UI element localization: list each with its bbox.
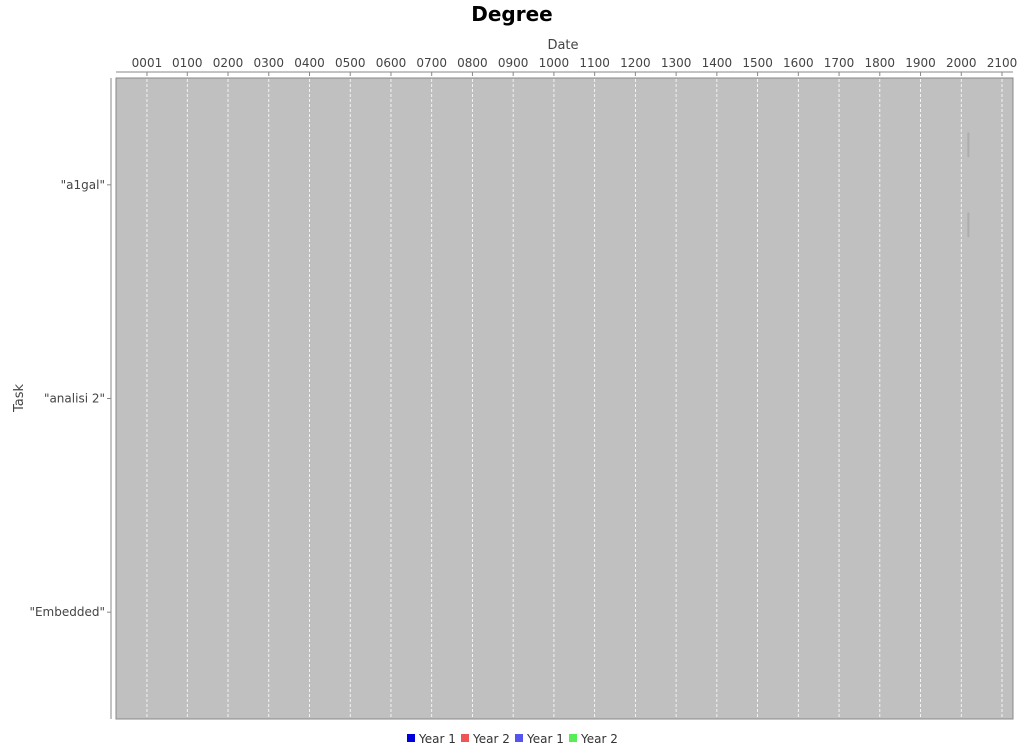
x-tick-label: 0300 [253,56,284,70]
legend-label: Year 1 [418,732,456,746]
x-tick-label: 1400 [702,56,733,70]
y-axis: "a1gal" "analisi 2" "Embedded" [29,78,112,719]
x-tick-label: 2100 [987,56,1018,70]
x-tick-label: 2000 [946,56,977,70]
x-tick-label: 0001 [132,56,163,70]
x-tick-label: 1600 [783,56,814,70]
task-bars [967,132,970,238]
x-tick-label: 1200 [620,56,651,70]
legend-item: Year 1 [515,732,564,746]
task-bar [967,132,970,158]
x-tick-label: 1800 [865,56,896,70]
x-axis-title: Date [547,38,578,53]
plot-background [115,77,1014,720]
x-tick-label: 1500 [742,56,773,70]
x-axis: 0001 0100 0200 0300 0400 0500 0600 0700 0800 0900… [116,56,1017,76]
chart-title: Degree [471,2,552,26]
legend-label: Year 1 [526,732,564,746]
x-tick-label: 0400 [294,56,325,70]
x-tick-label: 1900 [905,56,936,70]
legend: Year 1 Year 2 Year 1 Year 2 [407,732,618,746]
category-label: "a1gal" [61,178,105,192]
x-tick-label: 0100 [172,56,203,70]
x-tick-label: 1100 [579,56,610,70]
x-tick-label: 1000 [539,56,570,70]
x-tick-label: 0800 [457,56,488,70]
legend-label: Year 2 [472,732,510,746]
x-tick-label: 0900 [498,56,529,70]
y-axis-title: Task [12,384,27,414]
x-tick-label: 0600 [376,56,407,70]
legend-item: Year 1 [407,732,456,746]
x-tick-label: 0700 [416,56,447,70]
legend-swatch [569,734,577,742]
legend-swatch [515,734,523,742]
x-tick-label: 0200 [213,56,244,70]
legend-item: Year 2 [461,732,510,746]
x-tick-label: 1700 [824,56,855,70]
plot-area [115,77,1014,720]
x-tick-label: 1300 [661,56,692,70]
legend-swatch [461,734,469,742]
task-bar [967,212,970,238]
legend-item: Year 2 [569,732,618,746]
category-label: "Embedded" [29,605,105,619]
x-tick-label: 0500 [335,56,366,70]
legend-label: Year 2 [580,732,618,746]
category-label: "analisi 2" [44,392,105,406]
gridlines [146,79,1003,718]
legend-swatch [407,734,415,742]
